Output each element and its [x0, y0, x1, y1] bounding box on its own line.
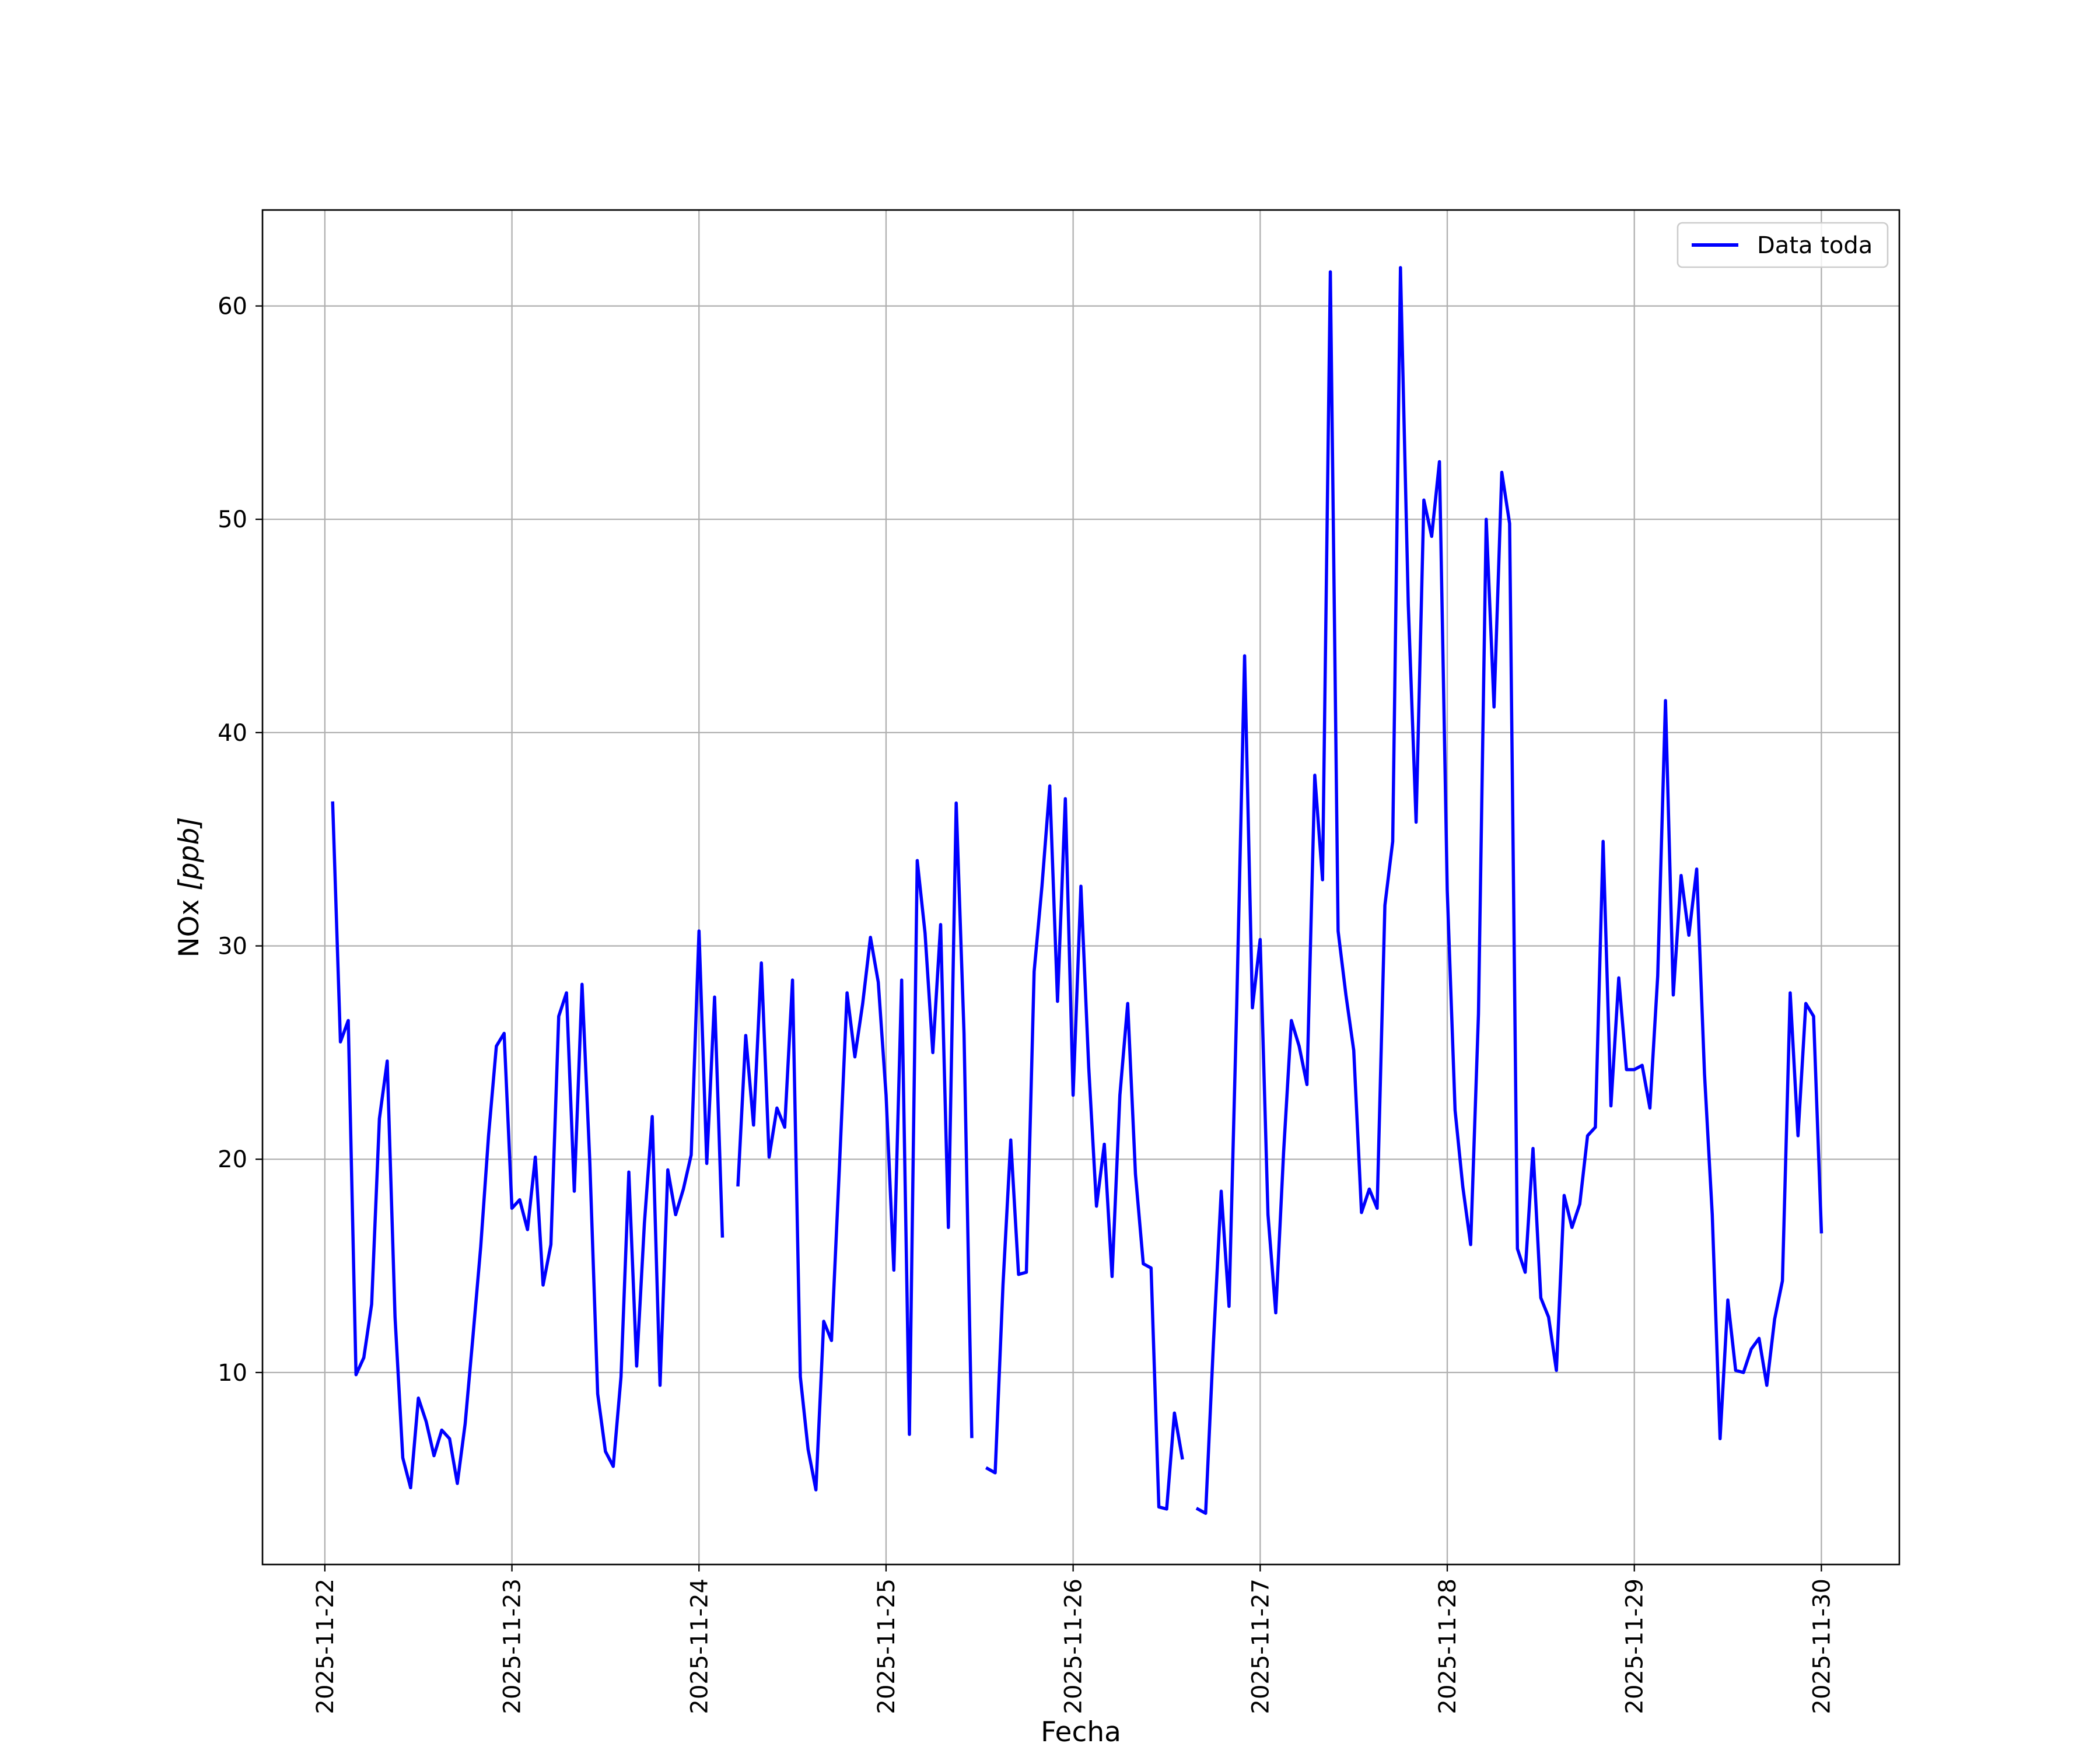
- legend: Data toda: [1676, 222, 1889, 268]
- y-tick-label: 20: [218, 1146, 247, 1173]
- y-tick-label: 60: [218, 293, 247, 320]
- x-tick-label: 2025-11-23: [499, 1578, 526, 1714]
- legend-label: Data toda: [1757, 232, 1873, 259]
- series-line-segment: [331, 801, 724, 1490]
- y-tick-label: 50: [218, 506, 247, 533]
- x-tick-label: 2025-11-25: [873, 1578, 900, 1714]
- plot-frame: [261, 209, 1901, 1566]
- y-tick-label: 10: [218, 1360, 247, 1387]
- x-axis-title: Fecha: [1041, 1716, 1121, 1748]
- legend-box: [1676, 222, 1889, 268]
- x-tick-label: 2025-11-27: [1247, 1578, 1274, 1714]
- y-tick-label: 30: [218, 933, 247, 960]
- y-axis-title-unit: [ppb]: [173, 817, 205, 890]
- grid-lines: [262, 210, 1899, 1564]
- y-axis-title: NOx [ppb]: [173, 817, 205, 957]
- x-tick-label: 2025-11-29: [1622, 1578, 1648, 1714]
- series-line-segment: [1195, 265, 1824, 1515]
- y-tick-label: 40: [218, 720, 247, 747]
- x-tick-label: 2025-11-30: [1808, 1578, 1835, 1714]
- x-tick-label: 2025-11-24: [686, 1578, 713, 1714]
- series-line-segment: [985, 784, 1184, 1511]
- x-tick-label: 2025-11-26: [1060, 1578, 1087, 1714]
- axis-ticks: 2025-11-22 2025-11-23 2025-11-24 2025-11-25…: [218, 293, 1835, 1714]
- y-axis-title-main: NOx: [173, 891, 205, 958]
- series-layer: [331, 265, 1824, 1515]
- series-line-segment: [736, 801, 974, 1492]
- x-tick-label: 2025-11-28: [1434, 1578, 1461, 1714]
- x-tick-label: 2025-11-22: [312, 1578, 339, 1714]
